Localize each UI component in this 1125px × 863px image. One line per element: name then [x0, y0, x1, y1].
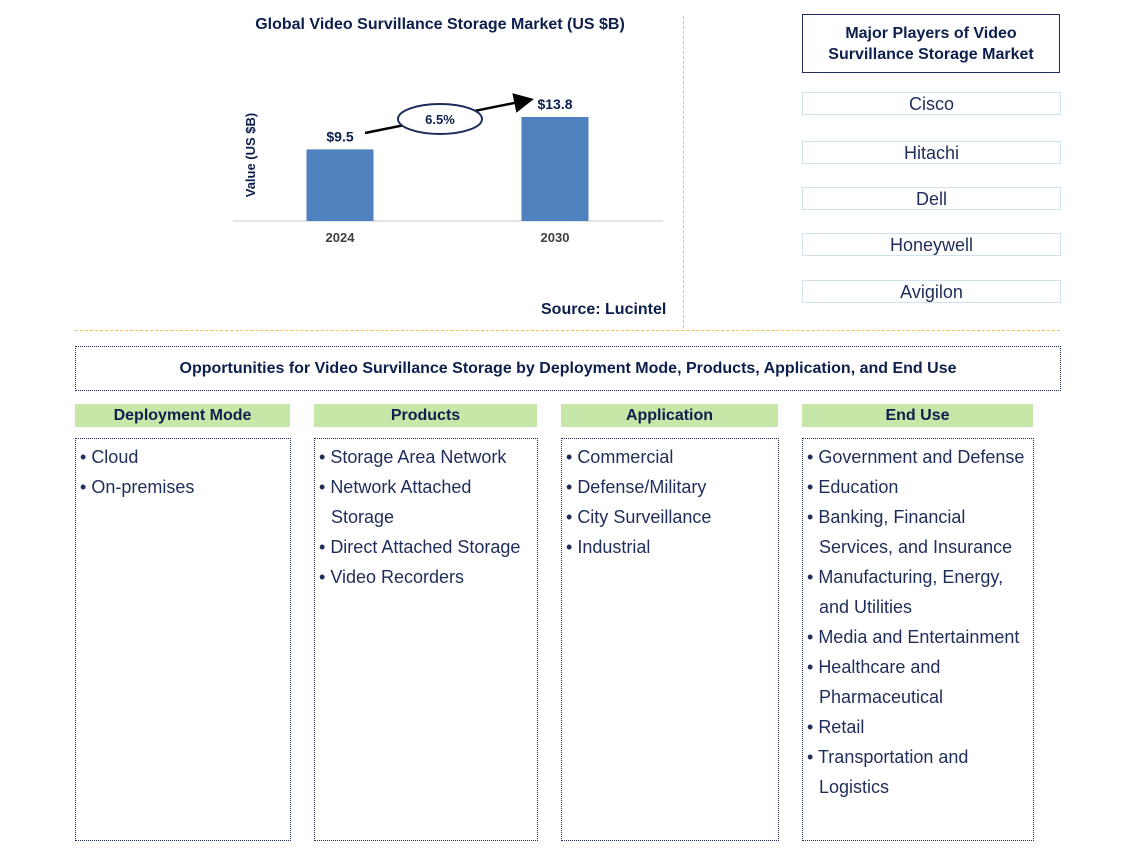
list-item: Media and Entertainment — [807, 622, 1033, 652]
player-item: Avigilon — [802, 280, 1061, 303]
list-item: Direct Attached Storage — [319, 532, 537, 562]
chart-title: Global Video Survillance Storage Market … — [255, 16, 625, 33]
list-item: Transportation and Logistics — [807, 742, 1033, 802]
list-item: On-premises — [80, 472, 290, 502]
list-item: Retail — [807, 712, 1033, 742]
player-item: Dell — [802, 187, 1061, 210]
bar-chart: Value (US $B) $9.5 2024 $13.8 2030 6.5% — [233, 93, 663, 245]
list-item: Healthcare and Pharmaceutical — [807, 652, 1033, 712]
list-item: Manufacturing, Energy, and Utilities — [807, 562, 1033, 622]
list-item: Network Attached Storage — [319, 472, 537, 532]
category-header-deployment-mode: Deployment Mode — [75, 404, 290, 427]
list-item: Defense/Military — [566, 472, 778, 502]
player-item: Honeywell — [802, 233, 1061, 256]
list-item: Banking, Financial Services, and Insuran… — [807, 502, 1033, 562]
opportunities-title: Opportunities for Video Survillance Stor… — [75, 346, 1061, 391]
x-tick-label-2030: 2030 — [541, 230, 570, 245]
x-tick-label-2024: 2024 — [326, 230, 356, 245]
category-list-products: Storage Area Network Network Attached St… — [314, 438, 538, 841]
list-item: Education — [807, 472, 1033, 502]
category-header-products: Products — [314, 404, 537, 427]
list-item: City Surveillance — [566, 502, 778, 532]
list-item: Storage Area Network — [319, 442, 537, 472]
bar-2030 — [521, 117, 589, 221]
player-item: Hitachi — [802, 141, 1061, 164]
list-item: Commercial — [566, 442, 778, 472]
value-label-2024: $9.5 — [326, 128, 353, 144]
player-item: Cisco — [802, 92, 1061, 115]
category-header-end-use: End Use — [802, 404, 1033, 427]
category-header-application: Application — [561, 404, 778, 427]
list-item: Government and Defense — [807, 442, 1033, 472]
category-list-application: Commercial Defense/Military City Surveil… — [561, 438, 779, 841]
list-item: Cloud — [80, 442, 290, 472]
bar-2024 — [306, 149, 374, 221]
list-item: Industrial — [566, 532, 778, 562]
category-list-deployment-mode: Cloud On-premises — [75, 438, 291, 841]
cagr-label: 6.5% — [425, 112, 455, 127]
y-axis-label: Value (US $B) — [243, 113, 258, 198]
list-item: Video Recorders — [319, 562, 537, 592]
value-label-2030: $13.8 — [537, 96, 572, 112]
cagr-ellipse — [397, 103, 483, 135]
source-label: Source: Lucintel — [541, 301, 667, 318]
category-list-end-use: Government and Defense Education Banking… — [802, 438, 1034, 841]
players-title: Major Players of Video Survillance Stora… — [802, 14, 1060, 73]
horizontal-divider — [75, 330, 1060, 331]
vertical-divider — [683, 16, 684, 328]
